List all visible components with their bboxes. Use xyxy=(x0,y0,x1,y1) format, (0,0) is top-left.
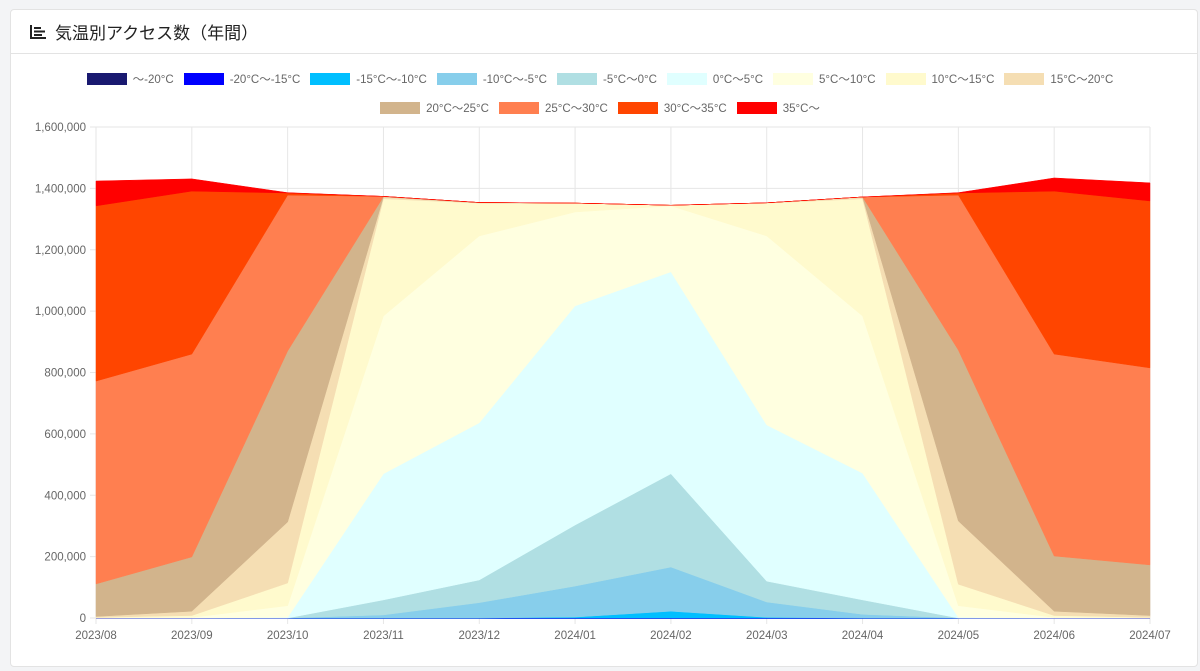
y-tick-label: 800,000 xyxy=(44,368,86,380)
x-tick-label: 2024/05 xyxy=(938,630,980,642)
legend-item[interactable]: -20°C〜-15°C xyxy=(183,72,301,86)
y-tick-label: 400,000 xyxy=(44,490,86,502)
legend-item[interactable]: 15°C〜20°C xyxy=(1004,72,1114,86)
area-series-12 xyxy=(95,177,1151,207)
x-tick-label: 2023/08 xyxy=(75,630,117,642)
x-tick-label: 2023/12 xyxy=(458,630,500,642)
legend-item[interactable]: 30°C〜35°C xyxy=(617,101,727,115)
x-tick-label: 2024/01 xyxy=(554,630,596,642)
y-tick-label: 0 xyxy=(80,613,86,625)
legend-item[interactable]: 5°C〜10°C xyxy=(773,72,876,86)
legend-swatch xyxy=(310,72,351,85)
legend-label: -10°C〜-5°C xyxy=(482,73,547,86)
legend-swatch xyxy=(885,72,926,85)
legend-label: 20°C〜25°C xyxy=(426,102,489,115)
legend-swatch xyxy=(556,72,597,85)
legend-swatch xyxy=(86,72,127,85)
y-tick-label: 1,400,000 xyxy=(35,183,86,195)
bar-chart-icon xyxy=(30,24,46,39)
legend-item[interactable]: 0°C〜5°C xyxy=(666,72,764,86)
x-tick-label: 2023/09 xyxy=(171,630,213,642)
y-tick-label: 1,200,000 xyxy=(35,245,86,257)
legend-item[interactable]: 20°C〜25°C xyxy=(380,101,489,115)
legend-label: 25°C〜30°C xyxy=(544,102,608,115)
x-tick-label: 2024/04 xyxy=(842,630,884,642)
legend-swatch xyxy=(773,72,814,85)
x-tick-label: 2023/11 xyxy=(363,630,404,642)
y-tick-label: 200,000 xyxy=(44,552,86,564)
legend-swatch xyxy=(617,101,658,114)
x-tick-label: 2024/02 xyxy=(650,630,692,642)
legend-swatch xyxy=(183,72,224,85)
legend-label: 10°C〜15°C xyxy=(931,73,995,86)
legend-label: -20°C〜-15°C xyxy=(229,73,301,86)
legend-label: 〜-20°C xyxy=(132,73,174,86)
legend-item[interactable]: 10°C〜15°C xyxy=(885,72,995,86)
legend-swatch xyxy=(498,101,539,114)
legend-item[interactable]: 〜-20°C xyxy=(86,72,174,86)
legend-item[interactable]: -15°C〜-10°C xyxy=(310,72,427,86)
x-tick-label: 2024/03 xyxy=(746,630,788,642)
x-tick-label: 2024/06 xyxy=(1033,630,1075,642)
x-tick-label: 2024/07 xyxy=(1129,630,1171,642)
legend-label: -15°C〜-10°C xyxy=(356,73,427,86)
legend-item[interactable]: 25°C〜30°C xyxy=(498,101,608,115)
legend-label: 0°C〜5°C xyxy=(712,73,764,86)
legend-swatch xyxy=(666,72,707,85)
y-tick-label: 1,600,000 xyxy=(35,122,86,134)
legend-item[interactable]: -5°C〜0°C xyxy=(556,72,657,86)
y-tick-label: 600,000 xyxy=(44,429,86,441)
y-tick-label: 1,000,000 xyxy=(35,306,86,318)
chart-legend: 〜-20°C -20°C〜-15°C -15°C〜-10°C -10°C〜-5°C -5… xyxy=(60,72,1140,115)
card-header: 気温別アクセス数（年間） xyxy=(11,10,1197,54)
legend-swatch xyxy=(436,72,477,85)
legend-item[interactable]: -10°C〜-5°C xyxy=(436,72,547,86)
legend-label: 15°C〜20°C xyxy=(1050,73,1114,86)
legend-swatch xyxy=(1004,72,1045,85)
legend-label: 35°C〜 xyxy=(782,102,820,115)
x-tick-label: 2023/10 xyxy=(267,630,309,642)
legend-item[interactable]: 35°C〜 xyxy=(736,101,820,115)
legend-label: 30°C〜35°C xyxy=(663,102,727,115)
legend-label: 5°C〜10°C xyxy=(819,73,876,86)
card-title: 気温別アクセス数（年間） xyxy=(55,24,259,43)
legend-swatch xyxy=(380,101,421,114)
legend-label: -5°C〜0°C xyxy=(602,73,657,86)
legend-swatch xyxy=(736,101,777,114)
